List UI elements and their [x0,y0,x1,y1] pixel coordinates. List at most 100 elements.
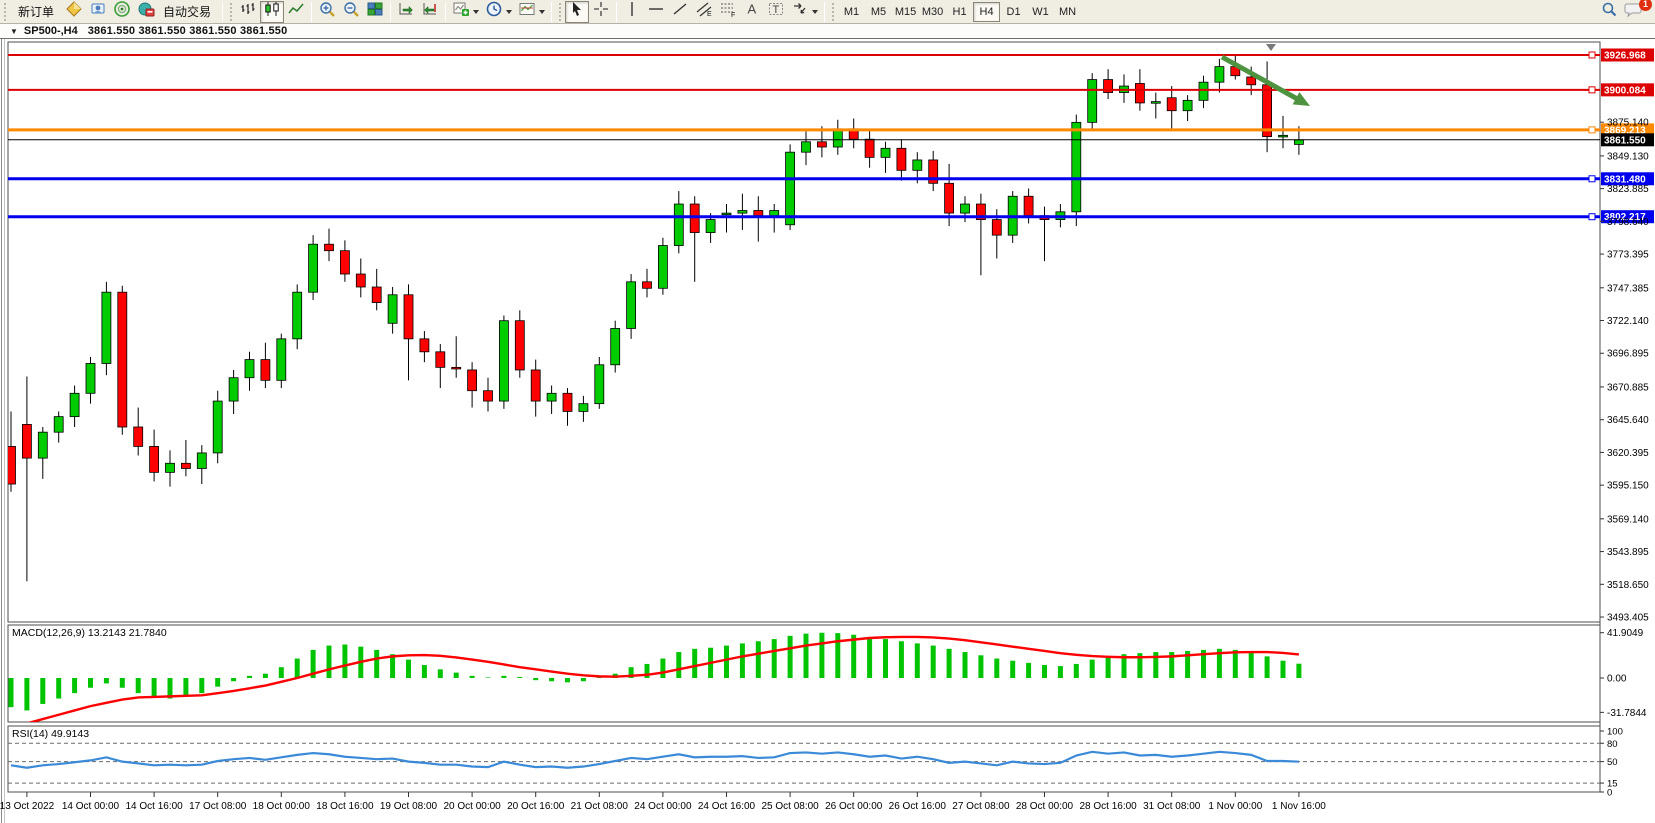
level-handle[interactable] [1588,126,1596,134]
svg-text:-31.7844: -31.7844 [1607,708,1647,719]
bar-chart-icon [239,0,257,23]
toolbar-separator [445,1,447,22]
template-button[interactable] [515,1,548,23]
toolbar-grip[interactable] [830,2,837,21]
candle [21,424,32,459]
svg-text:3861.550: 3861.550 [1604,135,1646,146]
candle [896,147,907,171]
timeframe-h1-button[interactable]: H1 [952,5,967,18]
search-button[interactable] [1597,1,1621,23]
toolbar-grip[interactable] [2,2,8,21]
horizontal-line-button[interactable] [644,1,668,23]
signal-button[interactable] [110,1,134,23]
tile-windows-button[interactable] [363,1,387,23]
timeframe-m30-button[interactable]: M30 [921,5,944,18]
y-axis-tick-label: 3595.150 [1607,481,1649,492]
chart-title-bar[interactable]: ▼ SP500-,H4 3861.550 3861.550 3861.550 3… [0,24,1655,39]
profile-button[interactable] [86,1,110,23]
svg-text:25 Oct 08:00: 25 Oct 08:00 [761,801,819,812]
timeframe-m1-button[interactable]: M1 [843,5,860,18]
crosshair-icon [592,0,610,23]
text-label-button[interactable]: T [764,1,788,23]
cursor-button[interactable] [565,0,590,23]
periods-button[interactable] [482,1,515,23]
line-chart-button[interactable] [284,1,308,23]
svg-text:18 Oct 16:00: 18 Oct 16:00 [316,801,374,812]
channel-button[interactable]: E [692,1,716,23]
shapes-button[interactable] [788,1,821,23]
candle [324,243,334,252]
zoom-in-button[interactable] [315,1,339,23]
svg-text:3670.885: 3670.885 [1607,382,1649,393]
crosshair-button[interactable] [589,1,613,23]
level-handle[interactable] [1588,51,1596,59]
level-handle[interactable] [1588,213,1596,221]
text-button[interactable]: A [740,1,764,23]
candle [276,338,287,381]
signal-icon [113,0,131,23]
toolbar-grip[interactable] [228,2,235,21]
svg-text:3543.895: 3543.895 [1607,547,1649,558]
timeframe-m5-button[interactable]: M5 [870,5,887,18]
candle [880,147,891,158]
svg-text:26 Oct 16:00: 26 Oct 16:00 [889,801,947,812]
timeframe-w1-button[interactable]: W1 [1032,5,1049,18]
timeframe-mn-button[interactable]: MN [1058,5,1077,18]
timeframe-h4-button[interactable]: H4 [973,1,1001,22]
add-indicator-button[interactable] [449,1,482,23]
gold-diamond-button[interactable] [62,1,86,23]
candle [912,159,923,171]
trendline-button[interactable] [668,1,692,23]
new-order-button[interactable]: 新订单 [10,1,62,23]
candle [1135,83,1145,104]
auto-scroll-button[interactable] [394,1,418,23]
svg-text:1 Nov 00:00: 1 Nov 00:00 [1208,801,1262,812]
channel-icon: E [695,0,713,23]
timeframe-d1-button[interactable]: D1 [1006,5,1021,18]
search-icon [1600,0,1618,23]
price-axis-label: 3869.213 [1601,123,1654,136]
svg-text:E: E [707,11,712,18]
candle [180,462,191,469]
svg-text:80: 80 [1607,739,1618,750]
fibonacci-button[interactable]: F [716,1,740,23]
toolbar-grip[interactable] [557,2,564,21]
fibonacci-icon: F [719,0,737,23]
vertical-line-icon [623,0,641,23]
candle [212,400,223,454]
zoom-out-button[interactable] [339,1,363,23]
chart-shift-marker[interactable] [1266,44,1276,51]
toolbar-separator [824,1,826,22]
bar-chart-button[interactable] [236,1,260,23]
candle [594,364,605,405]
chart-menu-icon[interactable]: ▼ [10,26,18,36]
time-axis[interactable]: 13 Oct 2022 14 Oct 00:00 14 Oct 16:00 17 Oc… [0,792,1326,812]
level-handle[interactable] [1588,175,1596,183]
auto-trading-button[interactable]: 自动交易 [134,1,219,23]
text-icon: A [743,0,761,23]
svg-text:3722.140: 3722.140 [1607,316,1649,327]
annotation-arrow[interactable] [1220,54,1310,106]
candlestick-button[interactable] [260,0,285,23]
chart-shift-button[interactable] [418,1,442,23]
timeframe-m15-button[interactable]: M15 [894,5,917,18]
toolbar-separator [390,1,392,22]
candle [101,291,112,364]
price-axis-label: 3802.217 [1601,210,1654,224]
candle [530,369,541,402]
candle [355,273,366,288]
toolbar-separator [222,1,224,22]
svg-text:26 Oct 00:00: 26 Oct 00:00 [825,801,883,812]
y-axis-tick-label: 3645.640 [1607,415,1649,426]
vertical-line-button[interactable] [620,1,644,23]
candle [1103,79,1113,93]
y-axis-tick-label: 3620.395 [1607,448,1649,459]
candle [419,338,430,353]
chat-button[interactable]: 1 [1621,0,1652,23]
chevron-down-icon [539,9,546,14]
candle [1166,97,1177,112]
level-handle[interactable] [1588,86,1596,94]
candle [1150,101,1161,104]
zoom-in-icon [318,0,336,23]
